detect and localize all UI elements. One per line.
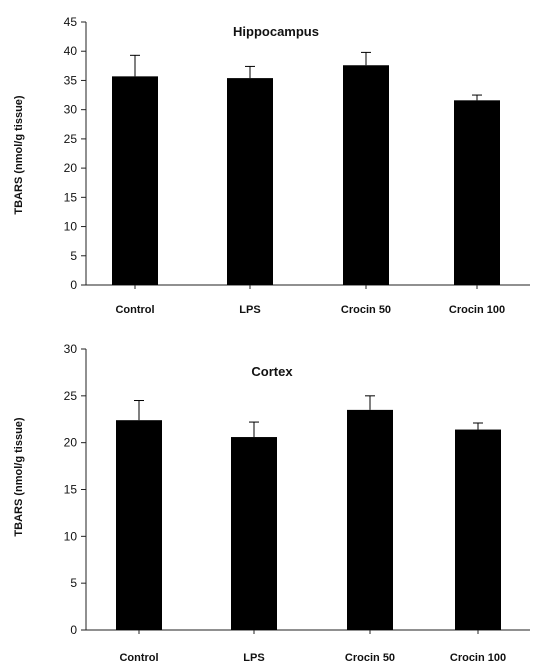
category-label: Crocin 100: [450, 652, 506, 664]
category-label: Crocin 50: [345, 652, 395, 664]
y-tick-label: 15: [64, 483, 78, 497]
cortex-chart: Cortex TBARS (nmol/g tissue) 0 5 10 15 20 25 3…: [13, 342, 530, 664]
bar: [454, 100, 500, 285]
y-tick-label: 0: [70, 623, 77, 637]
y-tick-label: 0: [70, 278, 77, 292]
hippocampus-chart: Hippocampus TBARS (nmol/g tissue) 0 5 10 15…: [13, 15, 530, 316]
bar: [455, 429, 501, 630]
y-tick-label: 20: [64, 436, 78, 450]
y-tick-label: 30: [64, 103, 78, 117]
y-tick-label: 25: [64, 389, 78, 403]
category-label: Crocin 100: [449, 304, 505, 316]
plot-area: 0 5 10 15 20 25 30 Control LPS Crocin 50 Crocin 10…: [64, 342, 530, 664]
y-tick-label: 30: [64, 342, 78, 356]
bar: [231, 437, 277, 630]
category-label: Crocin 50: [341, 304, 391, 316]
y-tick-label: 5: [70, 576, 77, 590]
chart-title: Hippocampus: [233, 24, 319, 39]
y-tick-label: 45: [64, 15, 78, 29]
y-tick-label: 35: [64, 73, 78, 87]
bar: [343, 65, 389, 285]
bar: [112, 76, 158, 285]
y-tick-label: 40: [64, 44, 78, 58]
y-tick-label: 5: [70, 249, 77, 263]
y-tick-label: 20: [64, 161, 78, 175]
plot-area: 0 5 10 15 20 25 30 35 40 45 Control LPS Crocin 50 Cro…: [64, 15, 530, 316]
category-label: LPS: [243, 652, 264, 664]
bar: [347, 409, 393, 630]
category-label: LPS: [239, 304, 260, 316]
y-axis-title: TBARS (nmol/g tissue): [13, 95, 25, 215]
y-tick-label: 10: [64, 220, 78, 234]
y-axis-title: TBARS (nmol/g tissue): [13, 417, 25, 537]
category-label: Control: [119, 652, 158, 664]
y-tick-label: 10: [64, 529, 78, 543]
bar: [116, 420, 162, 630]
bar: [227, 78, 273, 286]
category-label: Control: [115, 304, 154, 316]
y-tick-label: 25: [64, 132, 78, 146]
y-tick-label: 15: [64, 190, 78, 204]
chart-title: Cortex: [251, 364, 293, 379]
